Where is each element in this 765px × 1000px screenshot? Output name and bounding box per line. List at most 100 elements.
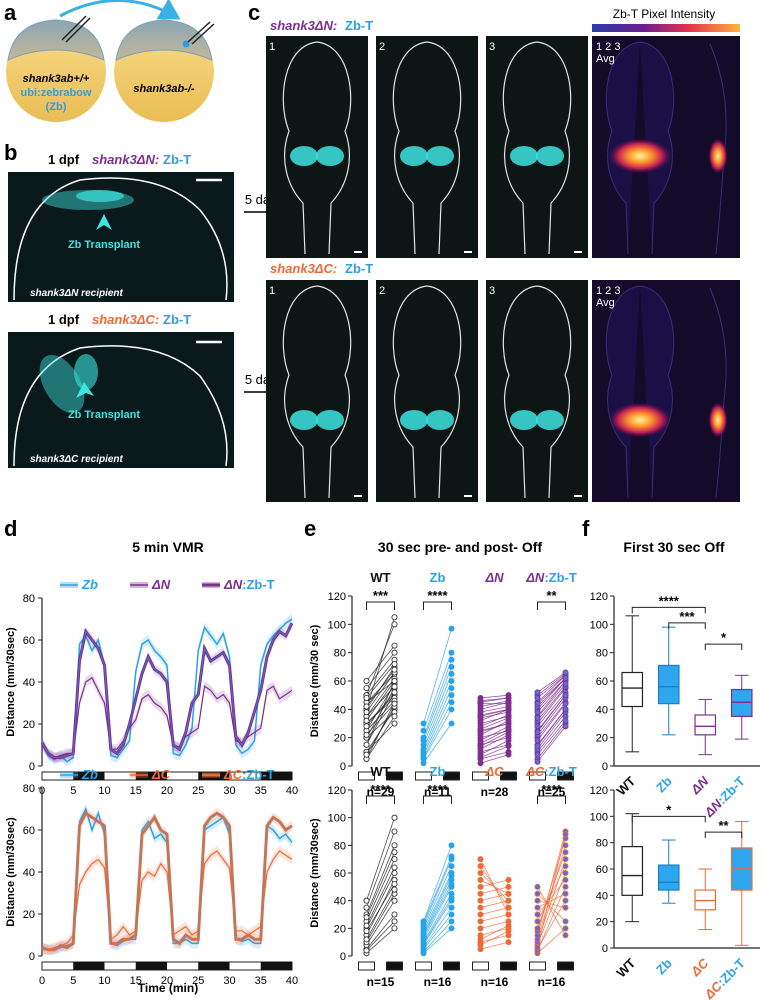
e-bottom-dark-box — [386, 961, 403, 971]
e-bottom-point-post — [391, 897, 398, 904]
d-bottom-series-2-outline — [41, 812, 293, 951]
e-top-point-pre — [363, 703, 370, 710]
e-bottom-ytick-label: 80 — [334, 840, 346, 852]
e-top-pair-line — [366, 680, 395, 721]
f-bottom-sig-bracket — [631, 815, 706, 823]
e-top-sig-stars: ** — [546, 588, 557, 603]
c-top-fish-1-number: 1 — [269, 41, 275, 53]
e-top-point-pre — [420, 734, 427, 741]
e-bottom-light-box — [358, 961, 375, 971]
e-bottom-point-post — [391, 828, 398, 835]
e-top-pair-line — [423, 673, 452, 745]
e-top-pair-line — [537, 675, 566, 699]
e-top-ytick-label: 40 — [334, 704, 346, 716]
c-top-avg-dorsal-heat — [608, 138, 672, 174]
e-top-pair-line — [537, 711, 566, 750]
recipient-needle — [187, 21, 211, 43]
e-bottom-pair-line — [480, 907, 509, 915]
c-top-fish-3-label-left — [510, 146, 538, 166]
e-bottom-point-post — [391, 881, 398, 888]
d-top-ytick-label: 40 — [23, 677, 35, 689]
e-bottom-sig-stars: **** — [541, 782, 562, 797]
d-bottom-dark-interval — [135, 962, 167, 970]
f-top-box — [657, 664, 680, 705]
e-top-pair-line — [480, 725, 509, 741]
e-top-ytick-label: 80 — [334, 648, 346, 660]
e-bottom-pair-line — [537, 886, 566, 951]
f-top-category-label: ΔN — [687, 773, 712, 798]
e-top-point-post — [562, 700, 569, 707]
e-bottom-point-post — [505, 911, 512, 918]
c-top-fish-3-outline — [502, 41, 572, 255]
e-top-pair-line — [366, 703, 395, 736]
e-bottom-point-pre — [363, 936, 370, 943]
e-top-pair-line — [366, 692, 395, 745]
d-title: 5 min VMR — [132, 539, 204, 555]
e-bottom-point-post — [448, 872, 455, 879]
e-top-ytick-label: 20 — [334, 733, 346, 745]
e-top-pair-line — [537, 723, 566, 760]
e-top-pair-line — [423, 709, 452, 760]
c-bottom-avg-dorsal-heat — [608, 402, 672, 438]
b-bottom-transplant-label: Zb Transplant — [68, 409, 140, 421]
e-top-pair-line — [537, 694, 566, 733]
e-top-light-box — [472, 771, 489, 781]
e-bottom-point-post — [391, 918, 398, 925]
e-bottom-sig-bracket — [423, 795, 452, 804]
e-top-pair-line — [480, 731, 509, 747]
e-bottom-point-post — [391, 814, 398, 821]
f-bottom-category-label: Zb — [653, 955, 675, 977]
e-top-point-pre — [477, 754, 484, 761]
d-top-legend-label: ΔN — [151, 577, 171, 592]
c-bottom-avg-lateral-heat — [708, 402, 728, 438]
panel-c: c shank3ΔN: Zb-T Zb-T Pixel Intensity 1 2… — [248, 0, 740, 502]
e-bottom-sig-bracket — [366, 795, 395, 804]
e-bottom-light-box — [529, 961, 546, 971]
d-bottom-series-1-line — [42, 850, 293, 951]
c-bottom-fish-2-outline — [392, 285, 462, 499]
e-bottom-pair-line — [423, 872, 452, 932]
e-bottom-point-post — [505, 922, 512, 929]
e-top-pair-line — [366, 663, 395, 699]
e-top-pair-line — [366, 672, 395, 713]
e-bottom-pair-line — [366, 831, 395, 908]
f-bottom-ytick-label: 20 — [596, 917, 608, 929]
c-bottom-avg-dorsal-outline — [605, 285, 675, 499]
e-bottom-pair-line — [366, 883, 395, 932]
b-bottom-reporter: Zb-T — [163, 312, 191, 327]
e-bottom-point-pre — [477, 883, 484, 890]
f-bottom-ytick-label: 100 — [590, 811, 608, 823]
e-bottom-point-pre — [534, 925, 541, 932]
e-bottom-point-pre — [477, 863, 484, 870]
e-top-point-pre — [477, 726, 484, 733]
c-top-fish-3-label-right — [536, 146, 564, 166]
e-top-point-post — [505, 706, 512, 713]
e-bottom-pair-line — [366, 859, 395, 922]
e-bottom-point-post — [505, 904, 512, 911]
e-bottom-point-pre — [477, 911, 484, 918]
e-bottom-pair-line — [366, 893, 395, 943]
f-top-sig-stars: **** — [659, 593, 680, 608]
e-bottom-point-pre — [477, 856, 484, 863]
transplant-arrow — [59, 0, 181, 20]
f-top-sig-bracket — [631, 606, 706, 614]
d-top-xtick-label: 35 — [255, 785, 267, 797]
f-bottom-category-label: ΔC:Zb-T — [701, 955, 748, 1000]
e-top-pair-line — [537, 692, 566, 727]
d-top-legend-label: ΔN:Zb-T — [223, 577, 275, 592]
e-top-point-pre — [534, 695, 541, 702]
e-top-light-box — [415, 771, 432, 781]
e-top-point-post — [562, 680, 569, 687]
e-top-pair-line — [537, 709, 566, 747]
e-bottom-pair-line — [537, 879, 566, 915]
e-top-pair-line — [366, 711, 395, 738]
c-bottom-avg-numbers: 1 2 3 — [596, 285, 620, 297]
e-bottom-pair-line — [537, 900, 566, 908]
b-top-stage: 1 dpf — [48, 152, 80, 167]
e-bottom-point-post — [448, 904, 455, 911]
d-bottom-legend-label: ΔC:Zb-T — [223, 767, 275, 782]
e-bottom-pair-line — [480, 941, 509, 950]
e-top-pair-line — [423, 652, 452, 731]
f-bottom-box — [657, 864, 680, 891]
e-bottom-group-label: WT — [370, 764, 390, 779]
